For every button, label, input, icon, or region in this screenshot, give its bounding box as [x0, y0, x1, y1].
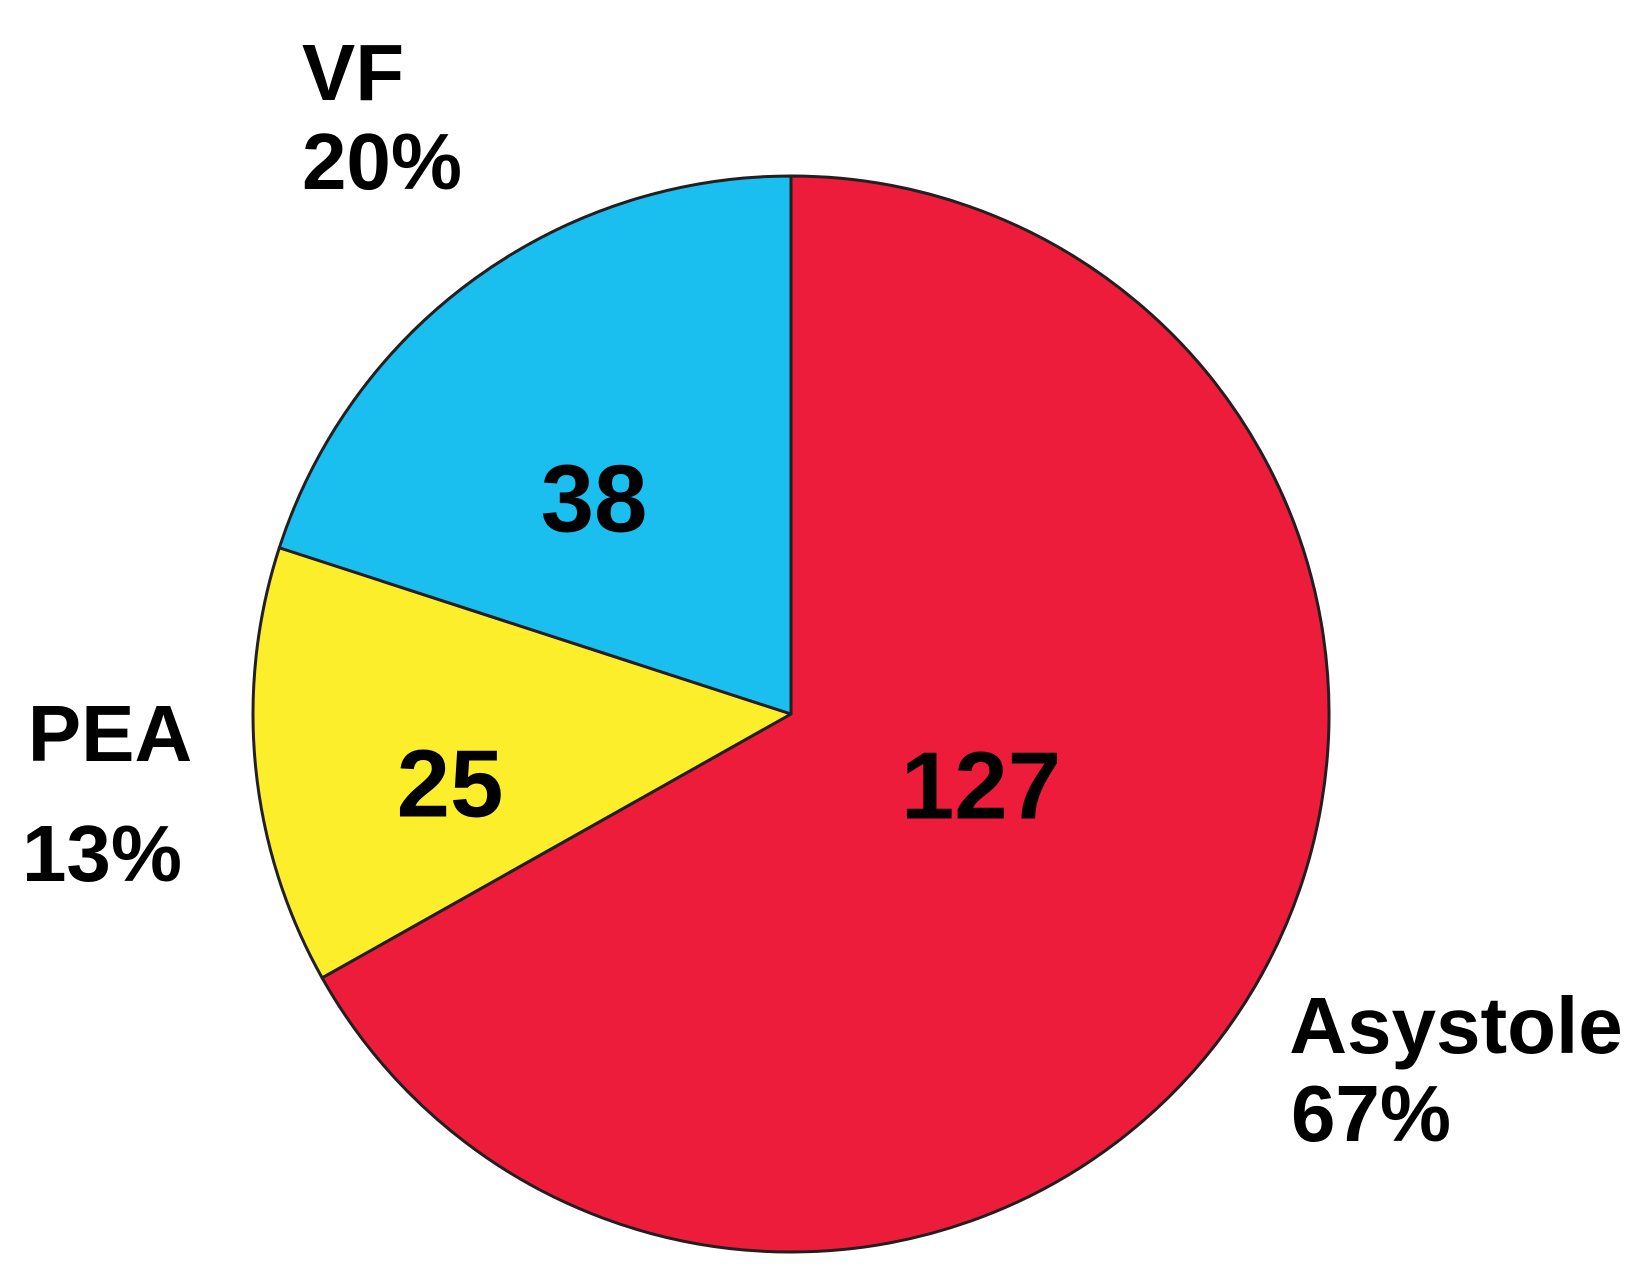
slice-percent-label: 13% — [22, 809, 182, 898]
slice-value-label: 127 — [901, 732, 1061, 839]
slice-category-label: Asystole — [1289, 981, 1622, 1070]
slice-value-label: 25 — [397, 730, 504, 837]
pie-slice — [320, 174, 1331, 1254]
slice-category-label: VF — [302, 28, 404, 117]
pie-slice — [251, 546, 793, 980]
slice-percent-label: 20% — [302, 117, 462, 206]
slice-value-label: 38 — [541, 445, 648, 552]
pie-slice — [277, 174, 793, 716]
slice-percent-label: 67% — [1291, 1069, 1451, 1158]
slice-category-label: PEA — [28, 689, 193, 778]
